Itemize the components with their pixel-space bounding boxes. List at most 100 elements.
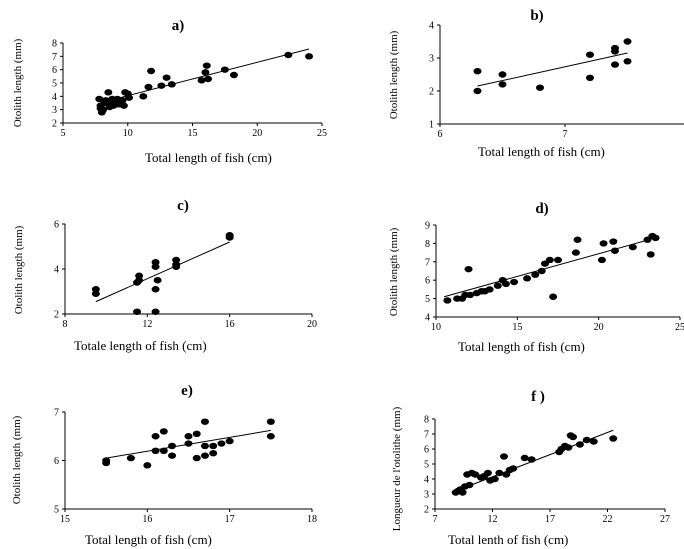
data-point [458,489,467,496]
trendline [443,237,656,298]
y-axis-label: Otolith length (mm) [13,225,25,314]
data-point [485,286,494,293]
data-point [144,83,153,91]
data-point [473,87,482,95]
data-point [102,459,111,467]
data-point [537,267,546,275]
data-point [305,53,314,60]
y-tick-label: 6 [54,456,59,467]
x-tick-label: 16 [142,514,152,525]
y-tick-label: 3 [52,105,57,116]
data-point [531,271,540,278]
x-tick-label: 10 [431,322,441,333]
y-tick-label: 6 [52,65,57,76]
data-point [204,75,213,83]
data-point [597,256,606,264]
x-axis-label: Totale length of fish (cm) [74,338,207,353]
data-point [509,465,518,472]
data-point [151,263,160,270]
data-point [586,51,594,58]
y-tick-label: 5 [54,505,59,516]
data-point [229,71,238,79]
x-tick-label: 20 [307,319,317,330]
data-point [465,481,474,489]
y-tick-label: 4 [429,21,434,32]
x-axis-label: Total length of fish (cm) [458,339,585,354]
data-point [651,234,660,242]
data-point [628,243,637,251]
data-point [135,277,144,284]
y-axis-label: Longueur de l'otolithe (mm) [391,406,403,531]
data-point [143,462,152,469]
data-point [91,286,100,293]
y-tick-label: 4 [424,475,429,486]
y-axis-label: Otolith length (mm) [388,227,400,316]
y-tick-label: 7 [424,430,429,441]
y-tick-label: 2 [429,87,434,98]
data-point [609,238,618,245]
data-point [217,440,226,447]
data-point [153,277,162,284]
x-axis-label: Total length of fish (cm) [478,144,605,159]
data-point [151,447,160,454]
data-point [119,102,128,109]
data-point [168,442,177,450]
data-point [523,275,532,282]
y-tick-label: 7 [425,257,430,268]
data-point [151,433,160,440]
x-tick-label: 16 [225,319,235,330]
x-tick-label: 17 [225,514,235,525]
x-tick-label: 15 [188,128,198,139]
data-point [200,418,209,425]
data-point [646,251,655,258]
y-axis-label: Otolith length (mm) [388,30,400,119]
y-tick-label: 6 [424,445,429,456]
x-tick-label: 12 [142,319,152,330]
data-point [157,82,166,89]
data-point [582,436,591,444]
x-tick-label: 8 [63,319,68,330]
data-point [209,450,218,457]
y-tick-label: 5 [52,79,57,90]
x-axis-label: Total length of fish (cm) [85,532,212,547]
data-point [209,442,218,450]
panel-6: 7 12 17 22 27 2 3 4 5 6 7 8 f ) Total lenth of fish (… [391,389,670,547]
data-point [536,84,544,91]
y-tick-label: 2 [424,505,429,516]
x-axis-label: Total lenth of fish (cm) [448,532,568,547]
data-point [443,297,452,304]
data-point [167,81,176,88]
y-tick-label: 6 [425,276,430,287]
data-point [464,265,473,273]
data-point [520,454,529,462]
data-point [118,97,127,104]
x-tick-label: 17 [545,514,555,525]
y-axis-label: Otolith length (mm) [12,38,24,127]
panel-2: 6 7 1 2 3 4 b) Total length of fish (cm) Otolith… [388,8,684,159]
data-point [172,263,181,270]
y-tick-label: 3 [429,54,434,65]
data-point [586,74,594,82]
panel-1: 5 10 15 20 25 2 3 4 5 6 7 8 a) Total length of fish (… [12,18,327,165]
data-point [125,94,134,101]
data-point [151,308,160,315]
data-point [126,454,135,462]
data-point [495,469,504,477]
x-tick-label: 10 [123,128,133,139]
data-point [133,308,142,315]
data-point [493,282,502,289]
y-tick-label: 4 [52,92,57,103]
y-tick-label: 3 [424,490,429,501]
data-point [571,249,580,256]
x-tick-label: 27 [660,514,670,525]
x-tick-label: 25 [675,322,684,333]
x-tick-label: 20 [594,322,604,333]
trendline [101,48,310,103]
data-point [99,106,108,113]
data-point [610,247,619,254]
data-point [564,444,573,451]
data-point [549,293,558,300]
data-point [466,291,475,299]
panel-label: f ) [531,389,545,405]
